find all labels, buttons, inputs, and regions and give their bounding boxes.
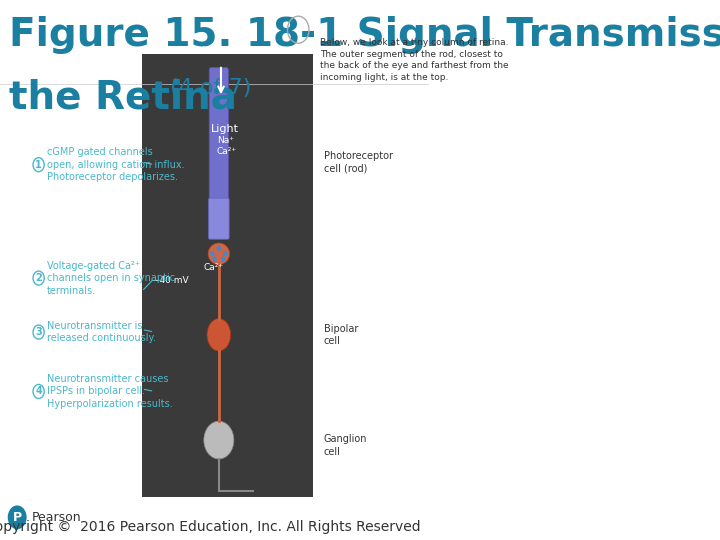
Text: Copyright ©  2016 Pearson Education, Inc. All Rights Reserved: Copyright © 2016 Pearson Education, Inc.… [0,519,420,534]
Text: Voltage-gated Ca²⁺
channels open in synaptic
terminals.: Voltage-gated Ca²⁺ channels open in syna… [48,261,176,295]
Text: –: – [315,325,323,339]
Text: Pearson: Pearson [32,511,82,524]
Text: P: P [13,511,22,524]
Text: 4: 4 [35,387,42,396]
Text: In the dark: In the dark [148,46,209,56]
Text: –: – [315,438,323,453]
Text: Neurotransmitter causes
IPSPs in bipolar cell.
Hyperpolarization results.: Neurotransmitter causes IPSPs in bipolar… [48,374,173,409]
Text: 2: 2 [35,273,42,283]
Text: (4 of 7): (4 of 7) [163,78,251,98]
Text: 3: 3 [35,327,42,337]
Text: cGMP gated channels
open, allowing cation influx.
Photoreceptor depolarizes.: cGMP gated channels open, allowing catio… [48,147,185,182]
Text: −40 mV: −40 mV [153,276,189,285]
Circle shape [221,256,225,262]
Ellipse shape [207,319,230,351]
Text: Below, we look at a tiny column of retina.
The outer segment of the rod, closest: Below, we look at a tiny column of retin… [320,38,508,82]
FancyBboxPatch shape [210,68,228,208]
Text: Photoreceptor
cell (rod): Photoreceptor cell (rod) [324,151,393,173]
FancyBboxPatch shape [209,198,229,239]
Text: Figure 15. 18-1 Signal Transmission in: Figure 15. 18-1 Signal Transmission in [9,16,720,54]
FancyBboxPatch shape [142,54,313,497]
Text: Ca²⁺: Ca²⁺ [204,263,224,272]
Text: Ganglion
cell: Ganglion cell [324,434,367,457]
Ellipse shape [204,421,234,459]
Circle shape [223,251,228,256]
Text: Light: Light [211,124,239,134]
Circle shape [217,246,221,251]
Text: 1: 1 [35,160,42,170]
Text: Bipolar
cell: Bipolar cell [324,323,359,346]
Text: –: – [315,209,323,223]
Ellipse shape [208,243,230,265]
Circle shape [212,256,217,262]
Text: Neurotransmitter is
released continuously.: Neurotransmitter is released continuousl… [48,321,156,343]
Circle shape [8,505,27,529]
Circle shape [210,251,215,256]
Text: Na⁺
Ca²⁺: Na⁺ Ca²⁺ [217,136,237,156]
Text: the Retina: the Retina [9,78,236,116]
